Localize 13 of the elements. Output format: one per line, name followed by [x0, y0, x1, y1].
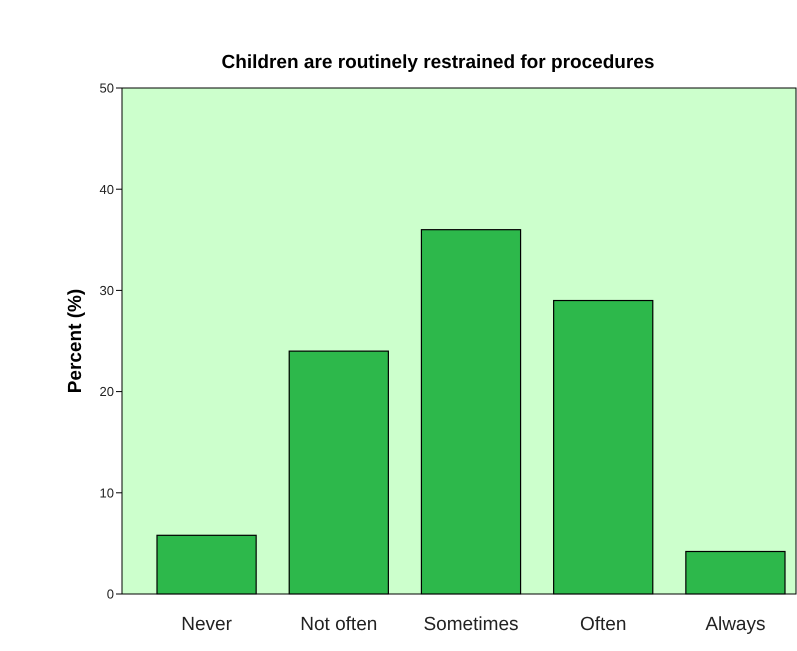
y-axis-title: Percent (%)	[65, 288, 86, 394]
x-tick-label: Not often	[300, 614, 378, 635]
y-tick-label: 50	[100, 80, 114, 96]
y-tick-label: 40	[100, 182, 114, 197]
x-tick-label: Always	[705, 614, 766, 635]
y-tick-label: 30	[100, 282, 114, 298]
chart-title: Children are routinely restrained for procedures	[222, 52, 654, 73]
x-tick-label: Never	[181, 614, 233, 635]
y-tick-label: 0	[106, 586, 114, 602]
y-tick-label: 20	[100, 384, 114, 400]
x-tick-label: Sometimes	[423, 614, 519, 635]
x-tick-label: Often	[580, 614, 626, 635]
y-tick-label: 10	[100, 485, 114, 500]
